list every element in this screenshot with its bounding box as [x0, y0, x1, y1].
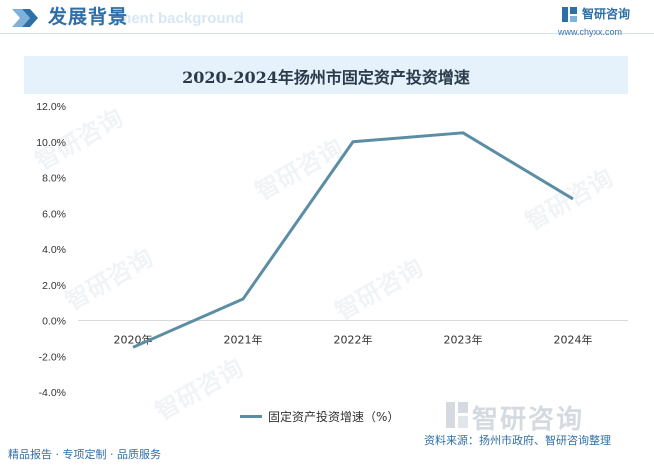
double-chevron-icon: [12, 9, 38, 27]
y-tick-label: 12.0%: [36, 101, 66, 113]
y-tick-label: 4.0%: [42, 244, 66, 256]
page-header: ment background 发展背景 智研咨询 www.chyxx.com: [0, 0, 654, 40]
legend-swatch: [240, 415, 262, 418]
chart-legend: 固定资产投资增速（%）: [240, 406, 399, 426]
header-divider: [0, 33, 654, 34]
y-tick-label: 0.0%: [42, 316, 66, 328]
x-tick-label: 2022年: [334, 333, 373, 347]
data-source: 资料来源：扬州市政府、智研咨询整理: [424, 434, 611, 447]
chart-title: 2020-2024年扬州市固定资产投资增速: [182, 68, 470, 87]
legend-label: 固定资产投资增速（%）: [268, 410, 400, 424]
brand-url: www.chyxx.com: [558, 27, 623, 37]
y-tick-label: 6.0%: [42, 208, 66, 220]
y-tick-label: -4.0%: [39, 387, 66, 399]
brand: 智研咨询 www.chyxx.com: [558, 5, 652, 41]
watermark-brand: 智研咨询: [472, 405, 585, 435]
footer-tagline: 精品报告 · 专项定制 · 品质服务: [8, 448, 161, 461]
x-tick-label: 2021年: [224, 333, 263, 347]
y-tick-label: 10.0%: [36, 137, 66, 149]
chart-title-band: 2020-2024年扬州市固定资产投资增速: [24, 56, 628, 94]
x-tick-label: 2023年: [444, 333, 483, 347]
y-tick-label: 2.0%: [42, 280, 66, 292]
x-tick-label: 2020年: [114, 333, 153, 347]
y-tick-label: 8.0%: [42, 173, 66, 185]
x-tick-label: 2024年: [554, 333, 593, 347]
header-subtitle: ment background: [118, 10, 244, 27]
brand-logo-icon: [562, 7, 577, 22]
y-tick-label: -2.0%: [39, 351, 66, 363]
series-line: [132, 131, 574, 349]
watermark-logo-icon: [446, 402, 468, 428]
brand-name: 智研咨询: [582, 7, 631, 21]
header-title: 发展背景: [48, 6, 129, 28]
